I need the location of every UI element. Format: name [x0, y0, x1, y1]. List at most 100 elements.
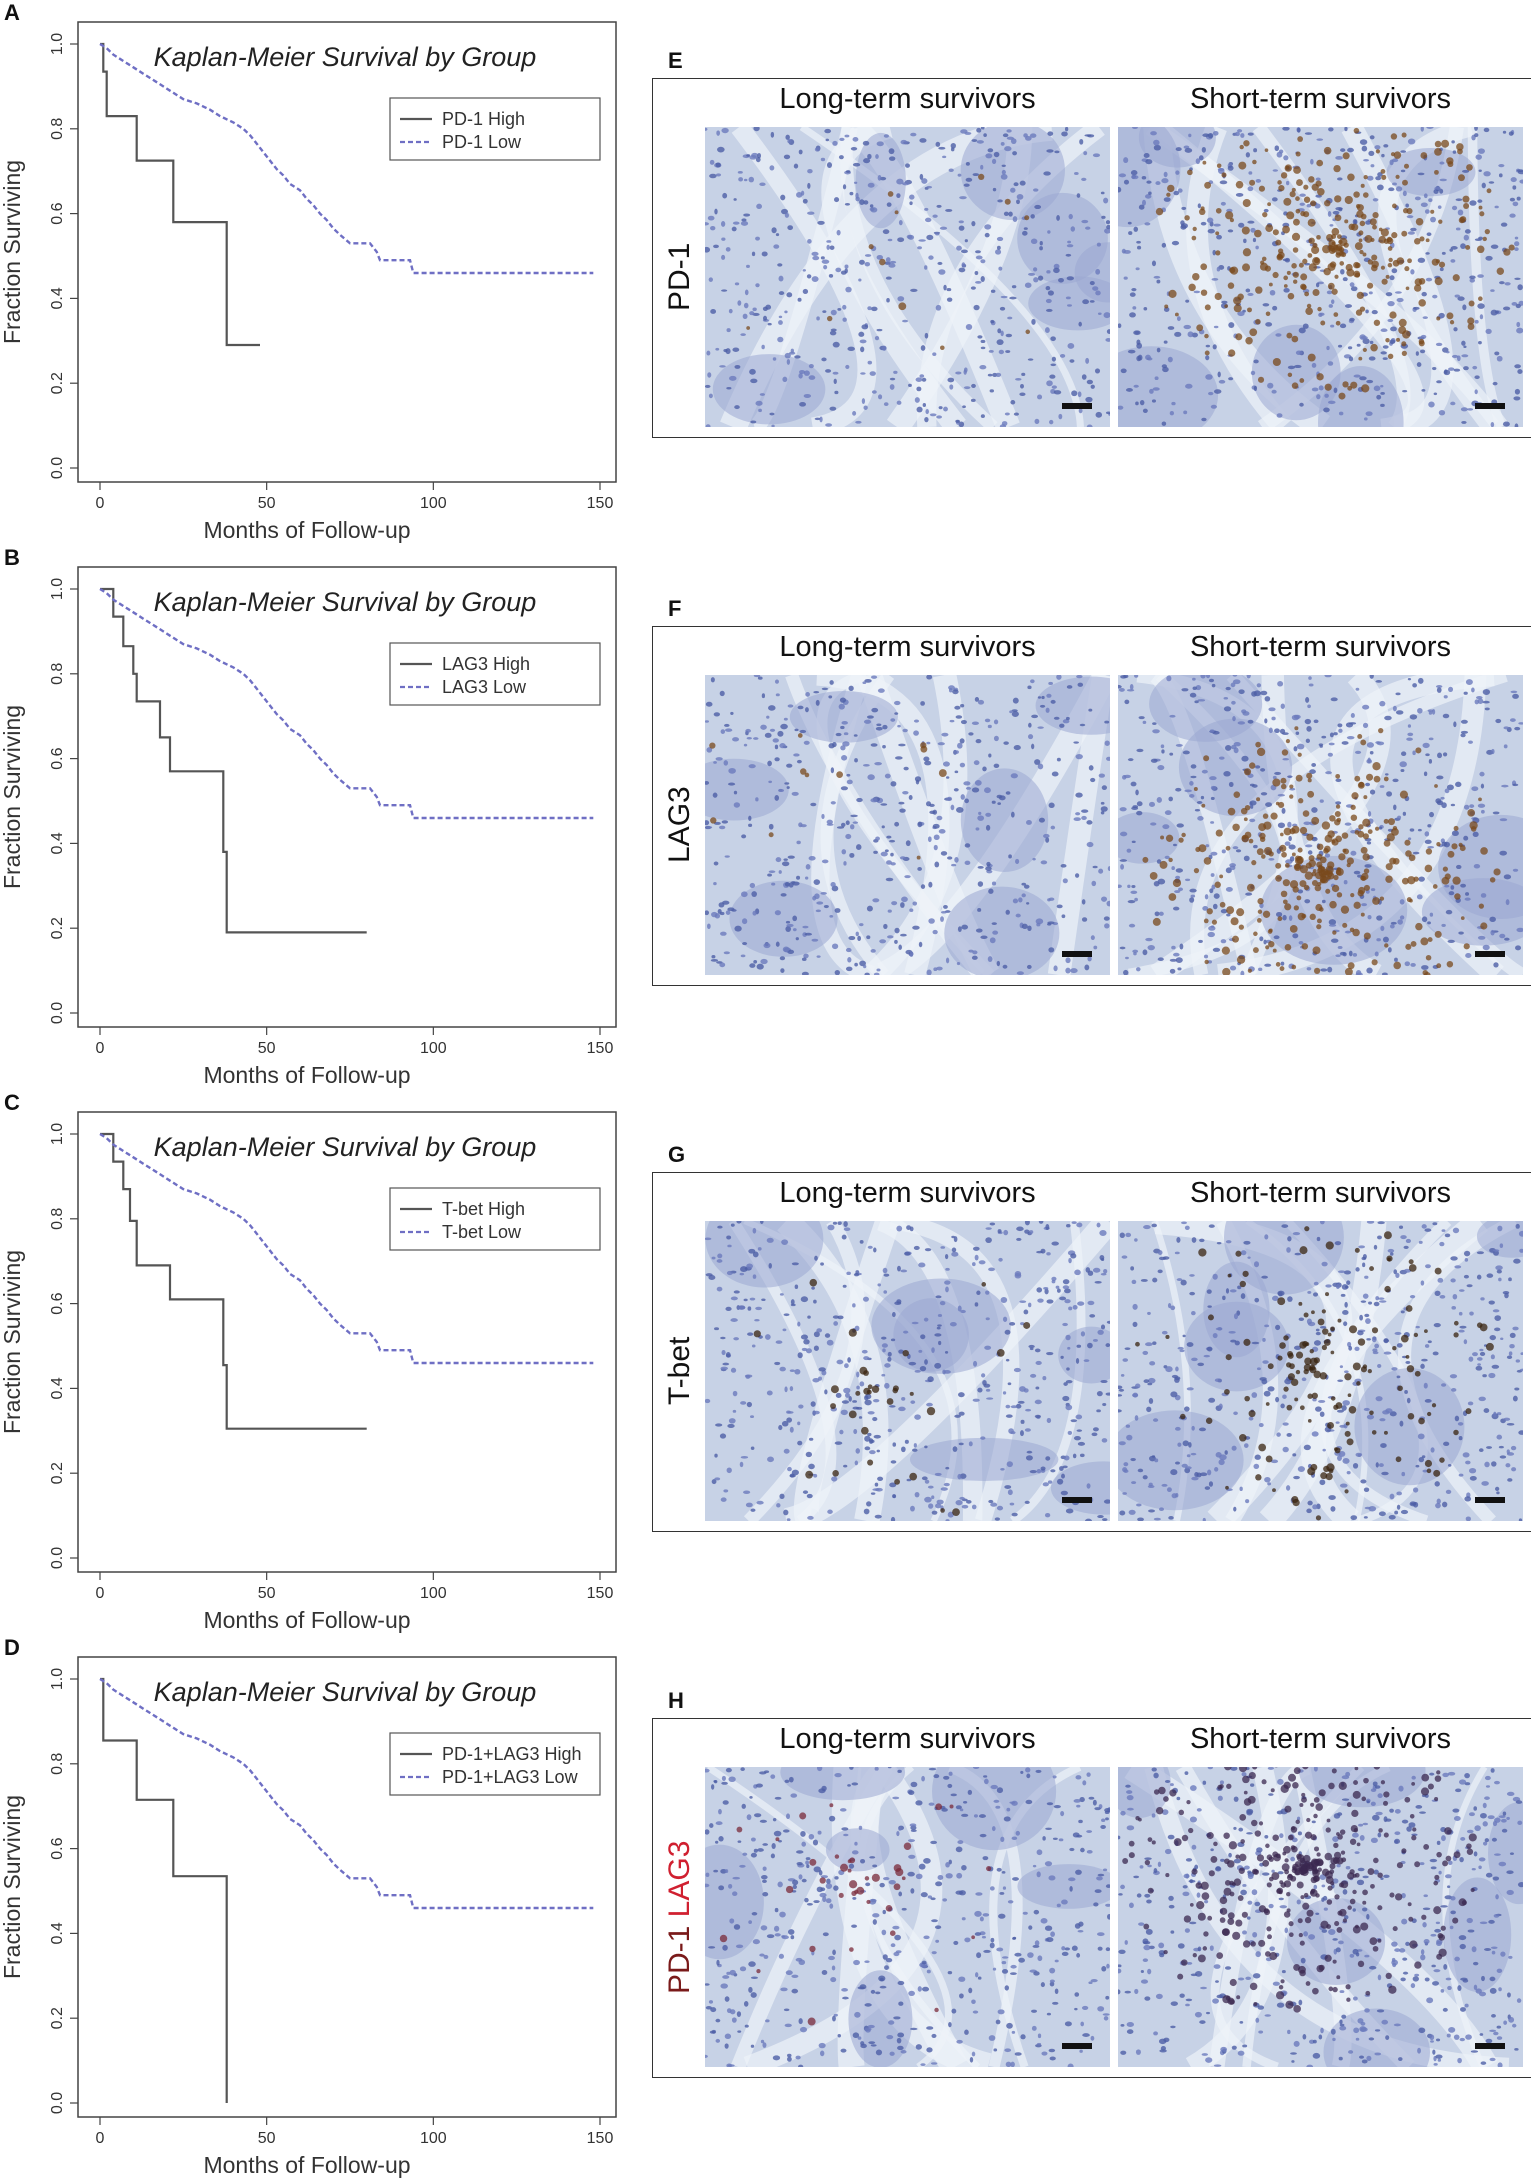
series-line-high	[100, 589, 367, 932]
legend-entry: LAG3 High	[442, 654, 530, 674]
legend-entry: T-bet High	[442, 1199, 525, 1219]
km-chart-c: C 0.0 0.2 0.4 0.6 0.8 1.0 0 50 100 150 Months of Fo…	[0, 1090, 640, 1635]
x-axis-label: Months of Follow-up	[203, 1062, 410, 1088]
x-tick-label: 0	[96, 495, 105, 512]
x-tick-label: 0	[96, 1585, 105, 1602]
scale-bar	[1475, 403, 1505, 409]
panel-letter: A	[4, 0, 20, 25]
scale-bar	[1062, 403, 1092, 409]
ihc-letter-g: G	[668, 1142, 685, 1168]
x-tick-label: 100	[420, 2130, 447, 2147]
chart-title: Kaplan-Meier Survival by Group	[154, 1677, 537, 1707]
y-tick-label: 0.8	[49, 1753, 66, 1775]
ihc-header-short: Short-term survivors	[1118, 631, 1523, 664]
y-tick-label: 0.6	[49, 1292, 66, 1314]
y-tick-label: 0.4	[49, 832, 66, 854]
x-tick-label: 150	[587, 1040, 614, 1057]
micrograph-short-term	[1118, 1221, 1523, 1521]
y-axis-label: Fraction Surviving	[0, 160, 25, 344]
x-tick-label: 100	[420, 495, 447, 512]
x-axis-label: Months of Follow-up	[203, 517, 410, 543]
y-tick-label: 0.2	[49, 372, 66, 394]
ihc-header-long: Long-term survivors	[705, 1723, 1110, 1756]
micrograph-short-term	[1118, 675, 1523, 975]
ihc-panel-h: Long-term survivors Short-term survivors…	[652, 1718, 1531, 2078]
panel-letter: B	[4, 545, 20, 570]
micrograph-long-term	[705, 675, 1110, 975]
chart-title: Kaplan-Meier Survival by Group	[154, 587, 537, 617]
series-line-high	[100, 1679, 227, 2103]
ihc-letter-f: F	[668, 596, 681, 622]
ihc-panel-g: Long-term survivors Short-term survivors…	[652, 1172, 1531, 1532]
km-panel-c: C 0.0 0.2 0.4 0.6 0.8 1.0 0 50 100 150 Months of Fo…	[0, 1090, 640, 1635]
scale-bar	[1062, 951, 1092, 957]
y-axis-label: Fraction Surviving	[0, 705, 25, 889]
y-tick-label: 0.0	[49, 1002, 66, 1024]
y-tick-label: 0.2	[49, 1462, 66, 1484]
micrograph-short-term	[1118, 1767, 1523, 2067]
ihc-panel-e: Long-term survivors Short-term survivors…	[652, 78, 1531, 438]
panel-letter: D	[4, 1635, 20, 1660]
y-tick-label: 0.8	[49, 1208, 66, 1230]
y-tick-label: 1.0	[49, 1123, 66, 1145]
scale-bar	[1475, 2043, 1505, 2049]
ihc-header-short: Short-term survivors	[1118, 1723, 1523, 1756]
scale-bar	[1062, 2043, 1092, 2049]
y-tick-label: 0.4	[49, 287, 66, 309]
y-tick-label: 0.0	[49, 2092, 66, 2114]
x-tick-label: 100	[420, 1585, 447, 1602]
micrograph-short-term	[1118, 127, 1523, 427]
x-tick-label: 150	[587, 495, 614, 512]
ihc-marker-label: T-bet	[663, 1221, 703, 1521]
y-tick-label: 0.4	[49, 1922, 66, 1944]
legend-entry: LAG3 Low	[442, 677, 527, 697]
micrograph-long-term	[705, 127, 1110, 427]
x-tick-label: 50	[258, 495, 276, 512]
micrograph-long-term	[705, 1221, 1110, 1521]
y-tick-label: 1.0	[49, 1668, 66, 1690]
plot-frame	[78, 567, 616, 1027]
series-line-high	[100, 44, 260, 345]
x-tick-label: 100	[420, 1040, 447, 1057]
series-line-high	[100, 1134, 367, 1429]
x-tick-label: 50	[258, 2130, 276, 2147]
legend-entry: T-bet Low	[442, 1222, 522, 1242]
y-tick-label: 0.2	[49, 917, 66, 939]
panel-letter: C	[4, 1090, 20, 1115]
y-tick-label: 0.8	[49, 663, 66, 685]
ihc-marker-label: PD-1	[663, 127, 703, 427]
legend-entry: PD-1 Low	[442, 132, 522, 152]
ihc-letter-h: H	[668, 1688, 684, 1714]
y-axis-label: Fraction Surviving	[0, 1250, 25, 1434]
x-tick-label: 150	[587, 2130, 614, 2147]
y-tick-label: 0.6	[49, 747, 66, 769]
scale-bar	[1062, 1497, 1092, 1503]
micrograph-long-term	[705, 1767, 1110, 2067]
scale-bar	[1475, 951, 1505, 957]
x-tick-label: 50	[258, 1040, 276, 1057]
ihc-marker-label: PD-1 LAG3	[663, 1767, 703, 2067]
y-tick-label: 0.0	[49, 1547, 66, 1569]
chart-title: Kaplan-Meier Survival by Group	[154, 42, 537, 72]
plot-frame	[78, 22, 616, 482]
y-tick-label: 0.6	[49, 1837, 66, 1859]
x-axis-label: Months of Follow-up	[203, 2152, 410, 2178]
legend-entry: PD-1 High	[442, 109, 525, 129]
chart-title: Kaplan-Meier Survival by Group	[154, 1132, 537, 1162]
plot-frame	[78, 1112, 616, 1572]
plot-frame	[78, 1657, 616, 2117]
legend-entry: PD-1+LAG3 Low	[442, 1767, 579, 1787]
y-tick-label: 0.6	[49, 202, 66, 224]
y-tick-label: 1.0	[49, 578, 66, 600]
ihc-marker-label: LAG3	[663, 675, 703, 975]
x-tick-label: 150	[587, 1585, 614, 1602]
x-axis-label: Months of Follow-up	[203, 1607, 410, 1633]
y-tick-label: 0.4	[49, 1377, 66, 1399]
x-tick-label: 50	[258, 1585, 276, 1602]
ihc-header-short: Short-term survivors	[1118, 83, 1523, 116]
